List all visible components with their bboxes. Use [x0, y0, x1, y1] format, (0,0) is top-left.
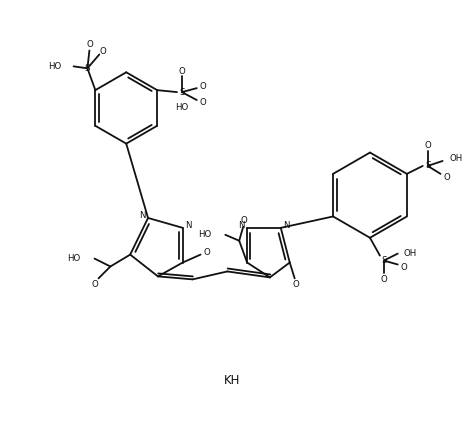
Text: O: O [400, 263, 407, 272]
Text: O: O [443, 173, 450, 182]
Text: N: N [238, 221, 245, 230]
Text: O: O [241, 216, 247, 226]
Text: S: S [425, 162, 431, 170]
Text: HO: HO [198, 230, 212, 239]
Text: HO: HO [48, 62, 62, 71]
Text: O: O [100, 47, 107, 56]
Text: KH: KH [224, 374, 240, 387]
Text: O: O [199, 82, 206, 91]
Text: S: S [85, 64, 90, 73]
Text: O: O [425, 141, 431, 150]
Text: HO: HO [68, 254, 81, 263]
Text: OH: OH [450, 154, 463, 164]
Text: O: O [199, 98, 206, 106]
Text: OH: OH [404, 249, 417, 258]
Text: O: O [178, 67, 185, 76]
Text: HO: HO [175, 103, 189, 112]
Text: O: O [86, 40, 93, 49]
Text: O: O [91, 280, 98, 289]
Text: O: O [203, 248, 210, 257]
Text: N: N [283, 221, 290, 230]
Text: S: S [381, 256, 387, 265]
Text: O: O [380, 275, 387, 284]
Text: N: N [139, 212, 145, 220]
Text: N: N [185, 221, 192, 230]
Text: O: O [292, 280, 299, 289]
Text: S: S [179, 88, 185, 97]
